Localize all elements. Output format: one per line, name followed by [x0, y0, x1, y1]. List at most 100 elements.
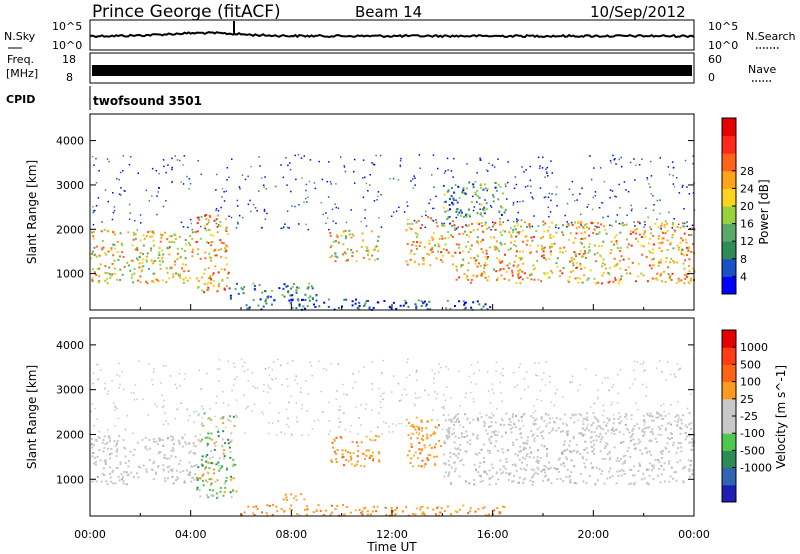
data-cell [414, 232, 417, 235]
data-cell [629, 230, 632, 233]
data-cell [604, 267, 607, 270]
data-cell [580, 224, 583, 226]
data-cell [653, 204, 655, 206]
data-cell [335, 452, 338, 455]
data-cell [593, 452, 596, 455]
data-cell [683, 208, 685, 210]
data-cell [165, 364, 167, 367]
data-cell [162, 464, 165, 467]
data-cell [462, 232, 465, 235]
data-cell [498, 249, 500, 252]
data-cell [465, 225, 468, 228]
data-cell [552, 235, 555, 238]
colorbar-segment [722, 276, 736, 295]
data-cell [585, 481, 588, 484]
data-cell [227, 404, 230, 406]
data-cell [415, 416, 418, 419]
data-cell [609, 159, 612, 162]
data-cell [615, 195, 617, 198]
data-cell [453, 441, 456, 444]
data-cell [584, 418, 587, 421]
data-cell [121, 251, 124, 254]
data-cell [113, 267, 116, 270]
data-cell [288, 227, 290, 229]
data-cell [647, 468, 650, 471]
data-cell [658, 261, 661, 264]
data-cell [486, 264, 489, 267]
data-cell [179, 459, 182, 462]
data-cell [544, 273, 547, 276]
data-cell [513, 260, 516, 263]
data-cell [648, 183, 650, 185]
data-cell [444, 419, 447, 422]
data-cell [451, 433, 454, 436]
data-cell [412, 240, 415, 243]
data-cell [473, 401, 475, 403]
data-cell [686, 435, 689, 438]
data-cell [590, 435, 593, 438]
data-cell [184, 433, 186, 436]
data-cell [557, 227, 560, 229]
data-cell [422, 259, 425, 262]
data-cell [659, 451, 662, 454]
data-cell [109, 472, 111, 475]
data-cell [296, 416, 298, 419]
data-cell [575, 267, 578, 269]
data-cell [690, 277, 693, 280]
data-cell [537, 460, 540, 462]
data-cell [454, 416, 457, 419]
data-cell [661, 237, 664, 240]
data-cell [610, 432, 613, 434]
data-cell [207, 289, 210, 292]
data-cell [615, 264, 618, 266]
data-cell [365, 245, 368, 248]
data-cell [626, 246, 629, 249]
data-cell [619, 246, 622, 249]
freq-left-tick-top: 18 [62, 53, 76, 66]
data-cell [286, 210, 289, 212]
data-cell [550, 270, 553, 272]
data-cell [518, 458, 521, 461]
data-cell [134, 248, 137, 251]
data-cell [450, 187, 453, 189]
data-cell [173, 233, 176, 236]
data-cell [617, 282, 620, 285]
data-cell [232, 415, 235, 418]
data-cell [516, 231, 519, 234]
data-cell [522, 446, 525, 449]
data-cell [679, 442, 682, 445]
data-cell [472, 418, 475, 421]
data-cell [172, 438, 175, 441]
data-cell [265, 298, 267, 301]
data-cell [220, 206, 222, 209]
data-cell [464, 480, 467, 483]
data-cell [91, 455, 94, 458]
data-cell [540, 416, 543, 419]
data-cell [515, 235, 518, 238]
data-cell [530, 415, 533, 418]
data-cell [473, 463, 476, 466]
data-cell [572, 414, 575, 416]
data-cell [91, 250, 94, 253]
data-cell [579, 384, 581, 386]
data-cell [630, 468, 633, 471]
data-cell [483, 267, 486, 270]
data-cell [218, 224, 220, 226]
data-cell [419, 167, 421, 169]
data-cell [365, 249, 368, 252]
data-cell [211, 462, 214, 465]
data-cell [322, 411, 324, 413]
data-cell [455, 414, 458, 417]
data-cell [459, 404, 462, 407]
data-cell [106, 229, 109, 232]
data-cell [445, 386, 448, 388]
data-cell [414, 451, 417, 454]
data-cell [500, 223, 503, 226]
data-cell [604, 457, 607, 460]
data-cell [133, 399, 136, 401]
data-cell [455, 199, 457, 201]
data-cell [688, 234, 690, 237]
data-cell [451, 220, 454, 223]
data-cell [252, 282, 255, 285]
data-cell [358, 301, 361, 304]
